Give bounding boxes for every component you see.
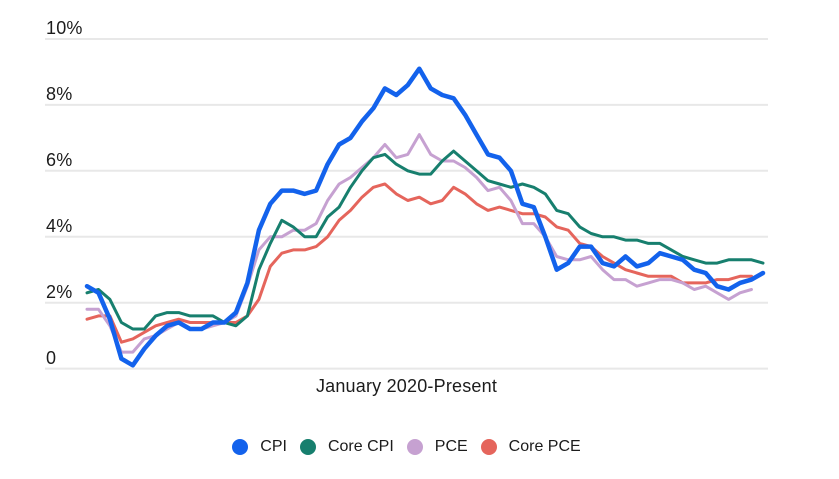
legend-dot-core-pce: [480, 439, 497, 455]
series-line-core-pce: [85, 182, 753, 344]
y-tick-label-0: 0: [46, 348, 57, 368]
series-line-core-cpi: [85, 149, 765, 331]
legend-item-core-pce[interactable]: Core PCE: [480, 438, 581, 456]
legend-dot-pce: [406, 439, 423, 455]
legend-item-pce[interactable]: PCE: [406, 438, 468, 456]
y-tick-label-10: 10%: [46, 18, 83, 38]
legend-label-pce: PCE: [434, 438, 468, 455]
legend-label-core-pce: Core PCE: [508, 438, 581, 455]
legend-item-core-cpi[interactable]: Core CPI: [299, 438, 394, 456]
legend-dot-core-cpi: [299, 439, 316, 455]
legend-label-cpi: CPI: [260, 438, 287, 455]
y-tick-label-2: 2%: [46, 282, 73, 302]
series-line-cpi: [84, 66, 766, 368]
y-tick-label-6: 6%: [46, 150, 73, 170]
chart-legend: CPI Core CPI PCE Core PCE: [45, 437, 768, 457]
x-axis-label: January 2020-Present: [315, 376, 498, 396]
y-tick-label-8: 8%: [46, 84, 73, 104]
y-tick-label-4: 4%: [46, 216, 73, 236]
legend-dot-cpi: [232, 439, 249, 455]
chart-series: [84, 66, 766, 368]
legend-label-core-cpi: Core CPI: [327, 438, 394, 455]
legend-item-cpi[interactable]: CPI: [232, 438, 287, 456]
